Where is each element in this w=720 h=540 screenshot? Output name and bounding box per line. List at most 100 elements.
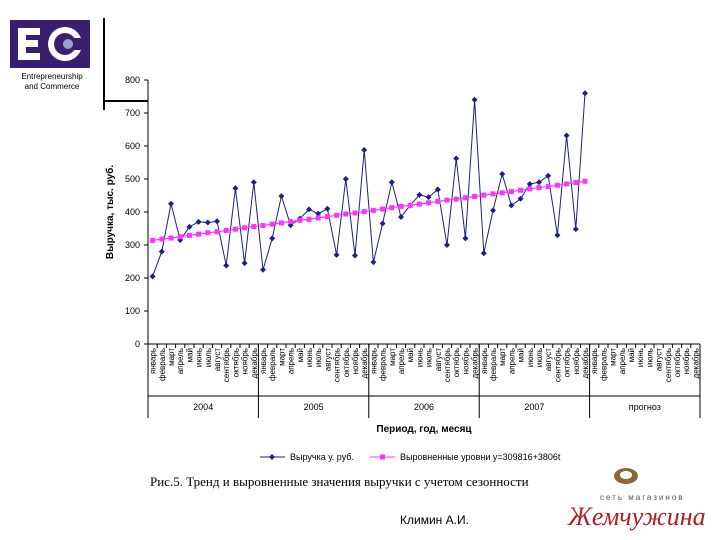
y-tick-label: 300: [125, 240, 140, 250]
group-label: 2004: [193, 402, 213, 412]
ec-logo: [10, 20, 90, 68]
revenue-point: [278, 193, 285, 200]
revenue-point: [260, 266, 266, 273]
x-tick-label: май: [517, 348, 526, 362]
x-tick-label: январь: [480, 348, 489, 374]
revenue-point: [324, 205, 331, 212]
revenue-line: [152, 93, 586, 277]
x-tick-label: июнь: [305, 348, 314, 367]
x-tick-label: май: [296, 348, 305, 362]
x-tick-label: июнь: [636, 348, 645, 367]
revenue-point: [204, 219, 211, 226]
revenue-point: [545, 172, 552, 179]
revenue-point: [214, 218, 220, 225]
legend-revenue-marker: [269, 454, 275, 460]
trend-point: [499, 190, 505, 196]
pearl-logo: [614, 468, 638, 484]
x-tick-label: январь: [149, 348, 158, 374]
x-tick-label: сентябрь: [222, 348, 231, 382]
trend-point: [159, 236, 165, 242]
x-tick-label: январь: [369, 348, 378, 374]
revenue-point: [149, 273, 156, 280]
revenue-point: [471, 96, 478, 103]
x-tick-label: июнь: [415, 348, 424, 367]
trend-point: [334, 212, 340, 218]
group-label: 2005: [304, 402, 324, 412]
x-tick-label: сентябрь: [443, 348, 452, 382]
x-tick-label: ноябрь: [461, 348, 470, 374]
trend-point: [315, 215, 321, 221]
y-tick-label: 200: [125, 273, 140, 283]
author-name: Климин А.И.: [400, 513, 469, 527]
revenue-point: [186, 223, 193, 230]
x-tick-label: февраль: [489, 348, 498, 381]
x-tick-label: апрель: [618, 348, 627, 374]
trend-point: [150, 237, 156, 243]
x-tick-label: декабрь: [250, 348, 259, 378]
trend-point: [370, 207, 376, 213]
x-tick-label: июнь: [195, 348, 204, 367]
trend-point: [380, 206, 386, 212]
revenue-point: [232, 185, 239, 192]
group-label: 2006: [414, 402, 434, 412]
trend-point: [564, 181, 570, 187]
x-tick-label: ноябрь: [572, 348, 581, 374]
trend-point: [196, 231, 202, 237]
revenue-point: [554, 232, 561, 239]
trend-point: [306, 216, 312, 222]
x-tick-label: апрель: [507, 348, 516, 374]
trend-point: [242, 225, 248, 231]
x-tick-label: август: [323, 348, 332, 372]
revenue-point: [342, 176, 349, 182]
trend-point: [269, 221, 275, 227]
trend-point: [444, 197, 450, 203]
x-tick-label: январь: [590, 348, 599, 374]
x-tick-label: март: [167, 348, 176, 366]
x-tick-label: декабрь: [581, 348, 590, 378]
y-axis-title: Выручка, тыс. руб.: [104, 165, 116, 259]
x-tick-label: октябрь: [342, 348, 351, 377]
trend-point: [214, 229, 220, 235]
x-tick-label: апрель: [176, 348, 185, 374]
revenue-point: [444, 242, 450, 248]
trend-point: [288, 219, 294, 225]
revenue-point: [526, 180, 533, 187]
header-divider-horizontal: [103, 100, 148, 102]
revenue-point: [425, 194, 432, 201]
trend-point: [481, 192, 487, 198]
x-tick-label: ноябрь: [241, 348, 250, 374]
x-tick-label: август: [434, 348, 443, 372]
x-tick-label: февраль: [599, 348, 608, 381]
revenue-point: [388, 179, 395, 186]
revenue-point: [563, 132, 570, 139]
trend-point: [232, 226, 238, 232]
trend-point: [536, 185, 542, 191]
brand-line2: and Commerce: [24, 82, 80, 91]
shop-tagline: сеть магазинов: [600, 493, 685, 502]
x-tick-label: январь: [259, 348, 268, 374]
trend-point: [223, 227, 229, 233]
x-tick-label: март: [498, 348, 507, 366]
revenue-point: [434, 186, 441, 193]
x-tick-label: декабрь: [691, 348, 700, 378]
trend-point: [205, 230, 211, 236]
y-tick-label: 100: [125, 306, 140, 316]
shop-name: Жемчужина: [568, 502, 706, 531]
trend-point: [573, 180, 579, 186]
x-tick-label: август: [544, 348, 553, 372]
x-tick-label: июль: [204, 348, 213, 367]
y-tick-label: 700: [125, 108, 140, 118]
revenue-point: [306, 206, 312, 213]
revenue-point: [517, 195, 524, 202]
trend-point: [260, 223, 266, 229]
trend-point: [361, 209, 367, 215]
trend-point: [518, 187, 524, 193]
trend-point: [453, 196, 459, 202]
revenue-point: [223, 262, 230, 269]
trend-point: [554, 182, 560, 188]
x-axis-title: Период, год, месяц: [376, 424, 472, 435]
revenue-point: [398, 213, 404, 220]
x-tick-label: март: [277, 348, 286, 366]
y-tick-label: 0: [135, 339, 140, 349]
trend-point: [297, 217, 303, 223]
